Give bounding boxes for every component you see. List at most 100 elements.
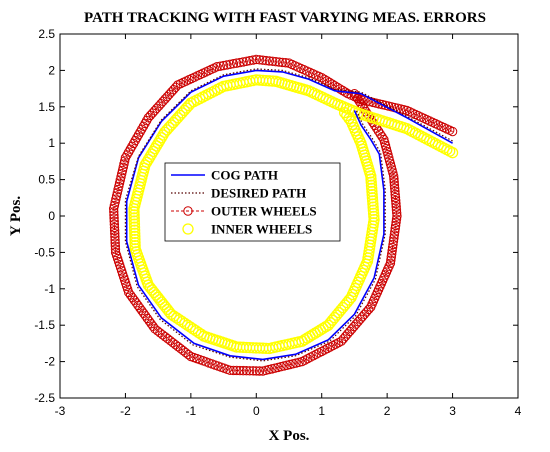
outer-wheel-point: [390, 223, 400, 234]
outer-wheel-point: [235, 57, 245, 68]
outer-wheel-point: [128, 138, 139, 149]
inner-wheel-point: [149, 143, 161, 155]
inner-wheel-point: [157, 129, 169, 141]
series-3-markers: [128, 74, 459, 355]
outer-wheel-point: [117, 165, 128, 176]
x-ticks: -3 -2 -1 0 1 2 3 4: [55, 34, 522, 418]
outer-wheel-point: [314, 348, 324, 358]
inner-wheel-point: [128, 212, 140, 224]
lines-layer: [124, 68, 453, 362]
legend-item: INNER WHEELS: [182, 222, 312, 237]
outer-wheel-point: [141, 115, 152, 126]
outer-wheel-point: [305, 352, 316, 362]
inner-wheel-point: [150, 140, 163, 152]
outer-wheel-point: [245, 55, 255, 66]
inner-wheel-point: [144, 151, 156, 163]
x-tick-label: -3: [55, 404, 66, 418]
outer-wheel-point: [231, 58, 242, 68]
outer-wheel-point: [110, 197, 120, 208]
legend: COG PATH DESIRED PATH OUTER WHEELS INNER WH…: [164, 162, 341, 242]
outer-wheel-point: [353, 94, 363, 104]
x-tick-label: -2: [120, 404, 131, 418]
legend-swatch-marker: [182, 223, 194, 235]
x-tick-label: 3: [449, 404, 456, 418]
legend-swatch-marker: [183, 206, 193, 216]
outer-wheel-point: [115, 175, 125, 185]
outer-wheel-point: [391, 205, 402, 215]
outer-wheel-point: [143, 113, 154, 123]
inner-wheel-point: [341, 109, 353, 122]
outer-wheel-point: [354, 96, 365, 107]
legend-label: OUTER WHEELS: [211, 204, 317, 219]
y-tick-label: -1.5: [34, 318, 55, 332]
inner-wheel-point: [154, 134, 166, 147]
legend-label: DESIRED PATH: [211, 186, 306, 201]
outer-wheel-point: [119, 159, 129, 169]
x-axis-label: X Pos.: [269, 428, 310, 444]
outer-wheel-point: [387, 242, 398, 253]
outer-wheel-point: [335, 84, 345, 94]
y-tick-label: 1.5: [38, 100, 55, 114]
outer-wheel-point: [117, 168, 127, 179]
outer-wheel-point: [116, 172, 126, 182]
outer-wheel-point: [130, 135, 140, 146]
inner-wheel-point: [129, 227, 141, 240]
outer-wheel-point: [140, 118, 150, 129]
legend-item: COG PATH: [171, 168, 278, 183]
outer-wheel-point: [297, 356, 307, 367]
outer-wheel-point: [238, 57, 248, 67]
outer-wheel-point: [311, 349, 321, 360]
outer-wheel-point: [127, 141, 137, 152]
outer-wheel-point: [112, 188, 123, 198]
outer-wheel-point: [109, 200, 120, 211]
inner-wheel-point: [128, 221, 141, 233]
y-tick-label: -2.5: [34, 391, 55, 405]
outer-wheel-point: [118, 162, 128, 173]
inner-wheel-point: [129, 230, 141, 243]
outer-wheel-point: [222, 60, 232, 70]
outer-wheel-point: [389, 233, 399, 243]
legend-item: OUTER WHEELS: [171, 204, 317, 219]
y-tick-label: 0.5: [38, 173, 55, 187]
outer-wheel-point: [137, 124, 147, 134]
outer-wheel-point: [363, 304, 374, 315]
x-tick-label: 2: [384, 404, 391, 418]
inner-wheel-point: [128, 215, 140, 227]
outer-wheel-point: [183, 349, 193, 360]
outer-wheel-point: [385, 258, 396, 269]
outer-wheel-point: [343, 88, 353, 99]
inner-wheel-point: [145, 148, 158, 160]
inner-wheel-point: [147, 145, 159, 158]
outer-wheel-point: [228, 59, 239, 69]
outer-wheel-point: [325, 342, 335, 352]
x-tick-label: 1: [318, 404, 325, 418]
y-tick-label: 1: [48, 136, 55, 150]
inner-wheel-point: [155, 132, 168, 144]
y-axis-label: Y Pos.: [8, 196, 24, 237]
outer-wheel-point: [390, 227, 400, 237]
outer-wheel-point: [133, 130, 144, 140]
series-2-markers: [108, 54, 458, 376]
markers-layer: [108, 54, 459, 376]
chart-title: PATH TRACKING WITH FAST VARYING MEAS. ER…: [84, 10, 486, 26]
outer-wheel-point: [322, 76, 332, 86]
outer-wheel-point: [328, 340, 338, 351]
inner-wheel-point: [129, 233, 141, 246]
outer-wheel-line: [113, 58, 453, 372]
outer-wheel-point: [124, 147, 134, 157]
outer-wheel-point: [111, 191, 122, 201]
y-tick-label: 2: [48, 63, 55, 77]
y-tick-label: 2.5: [38, 27, 55, 41]
inner-wheel-point: [338, 106, 351, 119]
x-tick-label: 0: [253, 404, 260, 418]
outer-wheel-point: [225, 365, 235, 376]
outer-wheel-point: [248, 55, 258, 65]
outer-wheel-point: [300, 355, 310, 365]
outer-wheel-point: [135, 127, 145, 137]
inner-wheel-point: [128, 209, 140, 221]
outer-wheel-point: [388, 236, 399, 246]
outer-wheel-point: [319, 74, 330, 84]
y-tick-label: -0.5: [34, 245, 55, 259]
outer-wheel-point: [113, 184, 123, 195]
